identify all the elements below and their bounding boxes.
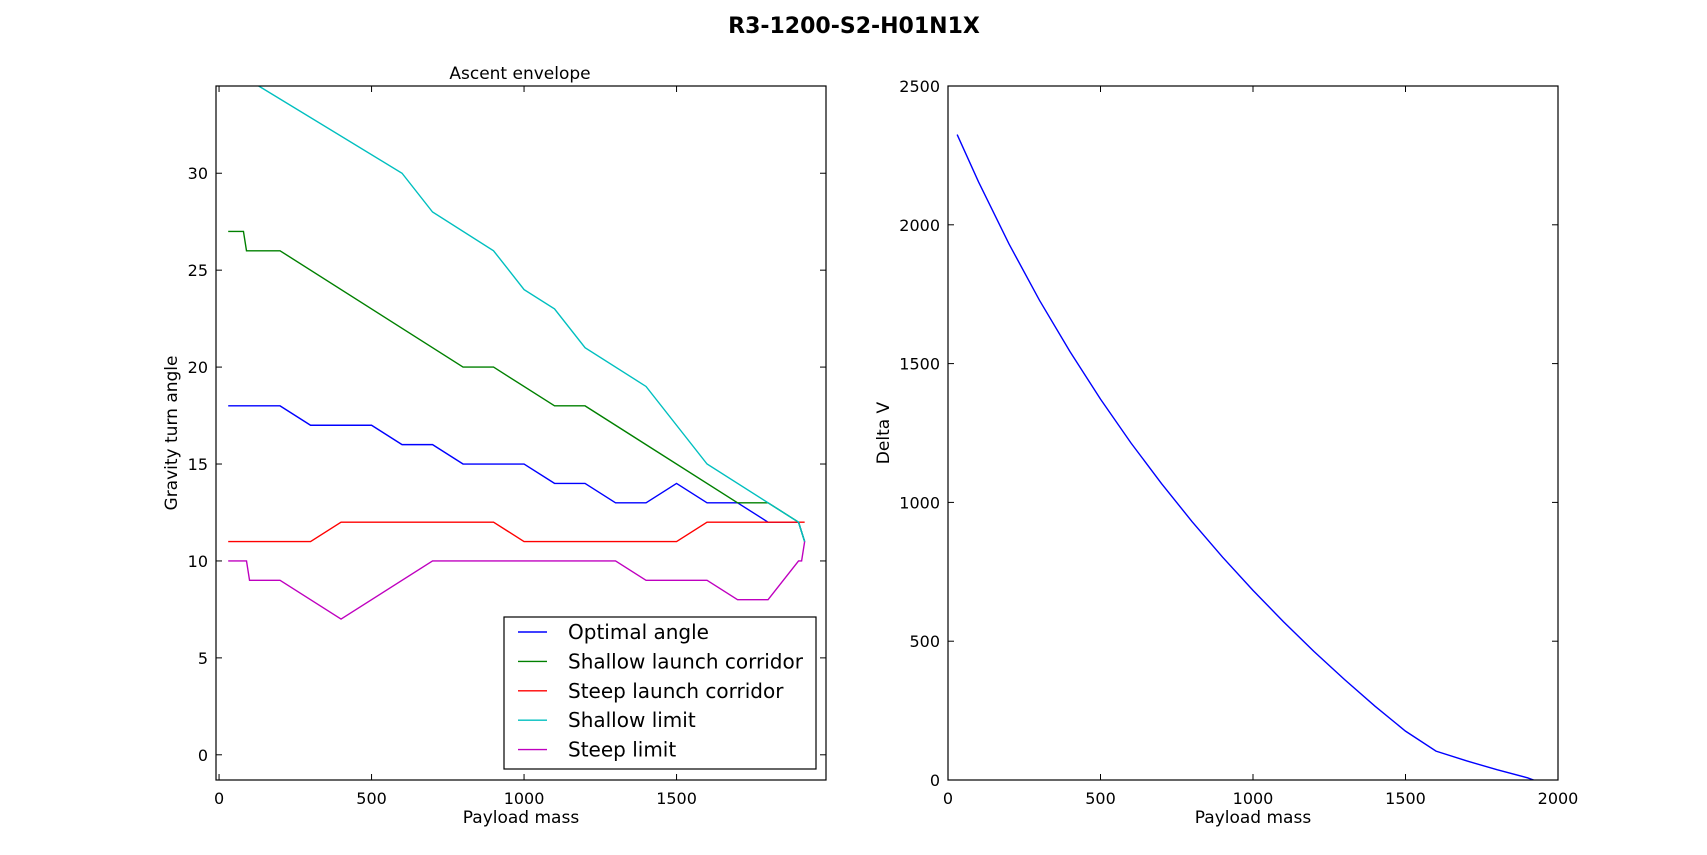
figure-title: R3-1200-S2-H01N1X [728, 14, 980, 39]
ascent-envelope-legend: Optimal angle Shallow launch corridor Stee… [503, 616, 817, 770]
ascent-envelope-series-shallow-limit-line [257, 86, 806, 542]
delta-v-ytick-label-2000: 2000 [899, 216, 940, 235]
delta-v-ytick-label-1000: 1000 [899, 493, 940, 512]
ascent-envelope-ticks: 0 500 1000 1500 0 5 10 15 20 25 30 [188, 86, 826, 808]
ascent-envelope-ytick-label-0: 0 [198, 746, 208, 765]
delta-v-xtick-label-1000: 1000 [1233, 789, 1274, 808]
legend-label-steep-launch-corridor: Steep launch corridor [568, 679, 784, 703]
ascent-envelope-frame [215, 85, 827, 781]
legend-label-shallow-launch-corridor: Shallow launch corridor [568, 649, 804, 673]
ascent-envelope-ylabel: Gravity turn angle [162, 356, 182, 511]
ascent-envelope-plot-area [228, 86, 806, 620]
legend-frame [503, 616, 817, 770]
delta-v-ytick-label-500: 500 [909, 632, 940, 651]
legend-label-steep-limit: Steep limit [568, 738, 676, 762]
ascent-envelope-axes: Ascent envelope 0 500 1000 1500 0 5 10 15 20 25 30… [162, 64, 827, 828]
ascent-envelope-ytick-label-15: 15 [188, 455, 208, 474]
ascent-envelope-ytick-label-20: 20 [188, 358, 208, 377]
delta-v-xtick-label-2000: 2000 [1538, 789, 1579, 808]
delta-v-xlabel: Payload mass [1195, 808, 1312, 828]
ascent-envelope-ytick-label-25: 25 [188, 261, 208, 280]
delta-v-ytick-label-0: 0 [930, 771, 940, 790]
ascent-envelope-xtick-label-0: 0 [214, 789, 224, 808]
ascent-envelope-ytick-label-30: 30 [188, 164, 208, 183]
delta-v-ylabel: Delta V [874, 401, 894, 464]
legend-label-shallow-limit: Shallow limit [568, 708, 696, 732]
delta-v-ytick-label-1500: 1500 [899, 355, 940, 374]
ascent-envelope-xlabel: Payload mass [463, 808, 580, 828]
ascent-envelope-title: Ascent envelope [449, 64, 590, 84]
delta-v-axes: 0 500 1000 1500 2000 0 500 1000 1500 2000 2500 Pay… [874, 77, 1578, 828]
ascent-envelope-series-steep-limit-line [228, 541, 806, 620]
ascent-envelope-ytick-label-5: 5 [198, 649, 208, 668]
ascent-envelope-xtick-label-1500: 1500 [656, 789, 697, 808]
legend-label-optimal-angle: Optimal angle [568, 620, 709, 644]
ascent-envelope-ytick-label-10: 10 [188, 552, 208, 571]
delta-v-series-1-line [956, 134, 1534, 780]
ascent-envelope-xtick-label-1000: 1000 [504, 789, 545, 808]
delta-v-ytick-label-2500: 2500 [899, 77, 940, 96]
ascent-envelope-series-steep-launch-corridor-line [228, 521, 805, 543]
delta-v-xtick-label-500: 500 [1085, 789, 1116, 808]
delta-v-ticks: 0 500 1000 1500 2000 0 500 1000 1500 2000 2500 [899, 77, 1578, 808]
ascent-envelope-xtick-label-500: 500 [356, 789, 387, 808]
delta-v-xtick-label-0: 0 [943, 789, 953, 808]
delta-v-plot-area [956, 134, 1534, 780]
delta-v-xtick-label-1500: 1500 [1385, 789, 1426, 808]
ascent-envelope-series-optimal-angle-line [228, 405, 806, 542]
